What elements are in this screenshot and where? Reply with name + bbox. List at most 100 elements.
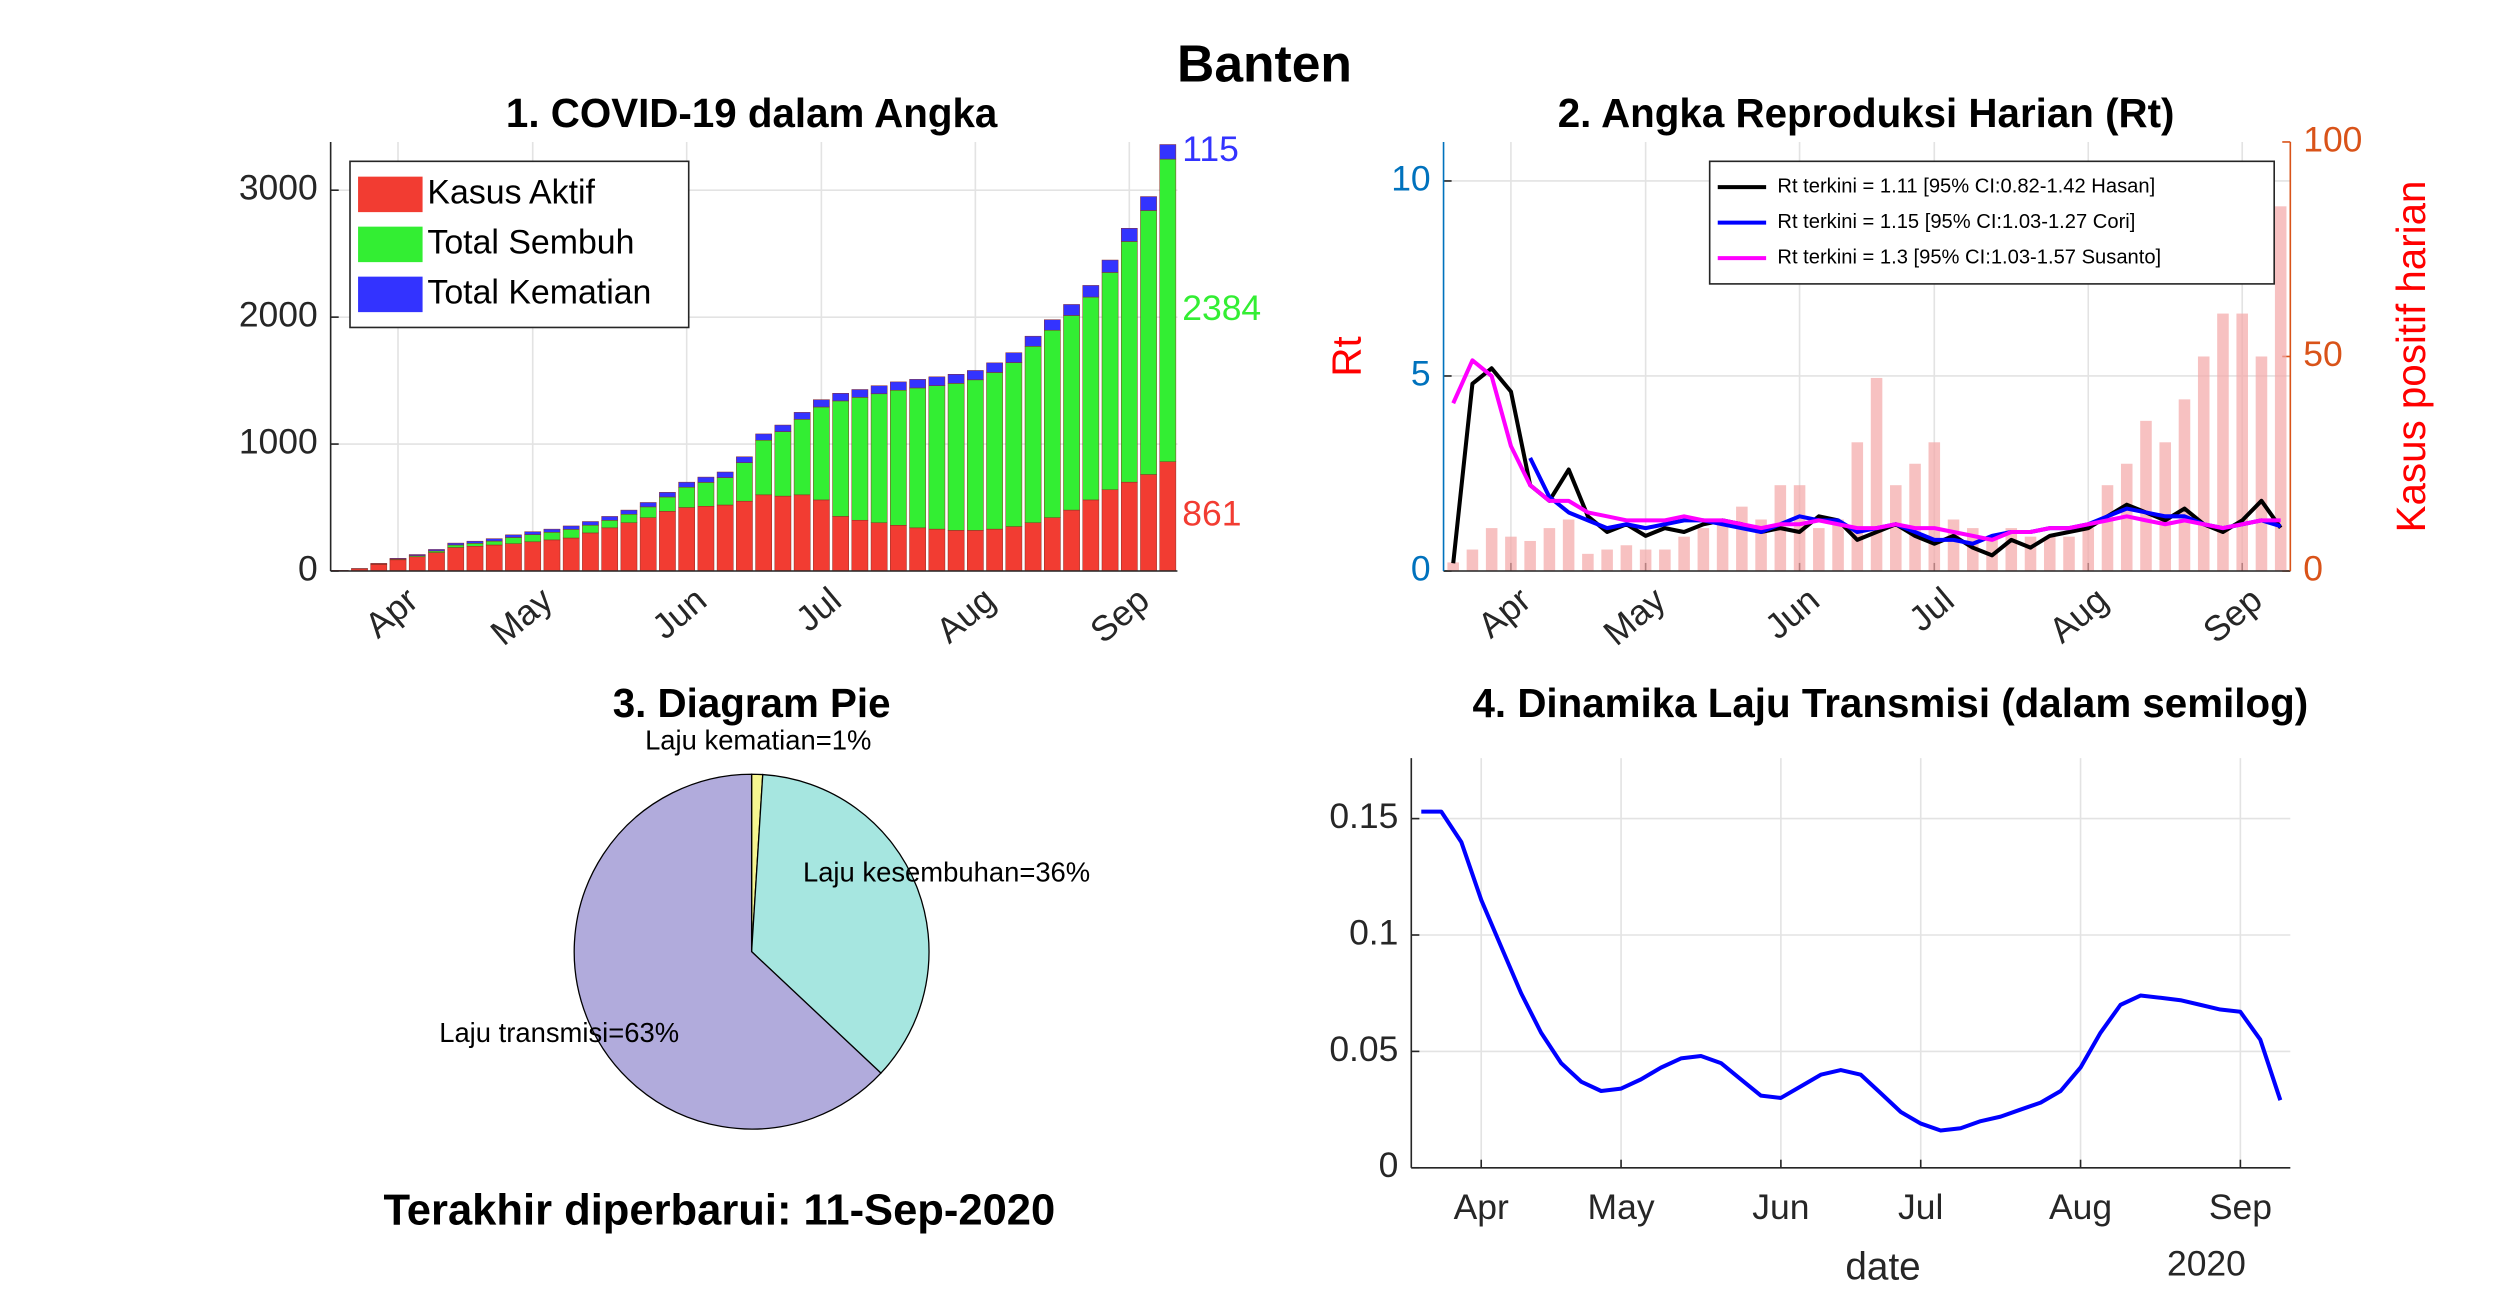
bar (1793, 485, 1806, 571)
bar-segment (1101, 259, 1119, 273)
bar (1582, 553, 1594, 571)
bar-segment (562, 529, 580, 539)
legend-label: Rt terkini = 1.3 [95% CI:1.03-1.57 Susan… (1777, 246, 2161, 268)
bar (1832, 519, 1844, 571)
bar (1697, 528, 1710, 571)
bar (1447, 562, 1459, 571)
bar-segment (485, 544, 503, 572)
bar-segment (697, 476, 715, 483)
bar-segment (620, 509, 638, 515)
bar-segment (505, 543, 522, 572)
end-value-label: 2384 (1182, 288, 1261, 328)
bar-segment (1005, 526, 1023, 572)
bar-segment (986, 528, 1003, 572)
bar (2005, 528, 2018, 571)
bar-segment (947, 530, 965, 572)
bar-segment (601, 520, 619, 529)
bar-segment (1120, 241, 1138, 483)
bar (1659, 549, 1671, 571)
bar-segment (543, 528, 561, 533)
bar (1890, 485, 1902, 571)
bar-segment (582, 521, 599, 526)
bar-segment (1024, 346, 1042, 524)
legend-label: Kasus Aktif (427, 173, 595, 211)
y-tick-label: 0.15 (1329, 796, 1398, 836)
bar-segment (543, 539, 561, 572)
bar-segment (1082, 285, 1100, 298)
y-axis-label: Rt (1324, 336, 1370, 376)
bar (1813, 528, 1825, 571)
bar (2063, 536, 2075, 571)
y-tick-label: 0 (1411, 548, 1431, 588)
bar-segment (466, 540, 484, 544)
bar-segment (986, 372, 1003, 530)
bar-segment (524, 541, 542, 572)
bar-segment (697, 506, 715, 572)
bar (1466, 549, 1479, 571)
chart-title: 3. Diagram Pie (613, 680, 891, 726)
bar (1562, 519, 1575, 571)
bar-segment (755, 440, 772, 496)
bar-segment (870, 393, 888, 524)
bar-segment (447, 547, 465, 572)
bar-segment (832, 400, 849, 517)
bar-segment (1082, 499, 1100, 572)
bar-segment (967, 370, 984, 381)
chart-title: 2. Angka Reproduksi Harian (Rt) (1558, 90, 2175, 136)
line (1451, 358, 2281, 542)
bar (2082, 528, 2095, 571)
bar-segment (774, 431, 792, 497)
x-tick-label: Jun (644, 579, 714, 646)
end-value-label: 115 (1182, 129, 1239, 169)
bar-segment (639, 506, 657, 518)
x-tick-label: May (1588, 1187, 1655, 1227)
bar-segment (947, 374, 965, 384)
bar-segment (793, 494, 811, 572)
bar-segment (562, 525, 580, 530)
pie-label: Laju kematian=1% (645, 724, 871, 755)
line (1421, 809, 2283, 1133)
bar-segment (1024, 335, 1042, 347)
bar-segment (1024, 522, 1042, 572)
bar-segment (659, 492, 676, 498)
bar-segment (793, 419, 811, 496)
footer: Terakhir diperbarui: 11-Sep-2020 (383, 1186, 1055, 1234)
bar-segment (736, 500, 753, 572)
bar (2274, 206, 2287, 572)
y2-tick-label: 100 (2303, 119, 2362, 159)
x-tick-label: Apr (1454, 1187, 1509, 1227)
legend-label: Total Sembuh (427, 223, 634, 261)
bar-segment (678, 486, 695, 508)
x-tick-label: Jun (1757, 579, 1827, 646)
bar-segment (832, 393, 849, 402)
bar-segment (389, 558, 407, 560)
bar-segment (543, 532, 561, 541)
bar-segment (890, 381, 907, 391)
bar-segment (928, 376, 946, 386)
pie-slice (573, 773, 882, 1130)
x-tick-label: Apr (357, 579, 425, 645)
chart-title: 4. Dinamika Laju Transmisi (dalam semilo… (1473, 680, 2309, 726)
bar-segment (755, 433, 772, 441)
bar-segment (716, 477, 734, 506)
bar (2101, 485, 2114, 571)
x-tick-label: Aug (929, 579, 1003, 650)
bar (1505, 536, 1517, 571)
pie-label: Laju transmisi=63% (439, 1017, 679, 1048)
y-tick-label: 10 (1391, 158, 1430, 198)
bar-segment (986, 362, 1003, 373)
bar-segment (601, 516, 619, 521)
bar-segment (408, 556, 426, 572)
x-axis-label: date (1845, 1246, 1920, 1289)
bar-segment (851, 397, 869, 521)
y-tick-label: 0 (1379, 1145, 1399, 1185)
legend-swatch (358, 176, 423, 213)
bar-segment (428, 549, 445, 552)
bar (1947, 519, 1960, 571)
bar-segment (1120, 481, 1138, 572)
bar (2178, 399, 2191, 571)
bar-segment (1159, 158, 1177, 462)
legend: Rt terkini = 1.11 [95% CI:0.82-1.42 Hasa… (1708, 160, 2275, 285)
y2-tick-label: 0 (2303, 548, 2323, 588)
